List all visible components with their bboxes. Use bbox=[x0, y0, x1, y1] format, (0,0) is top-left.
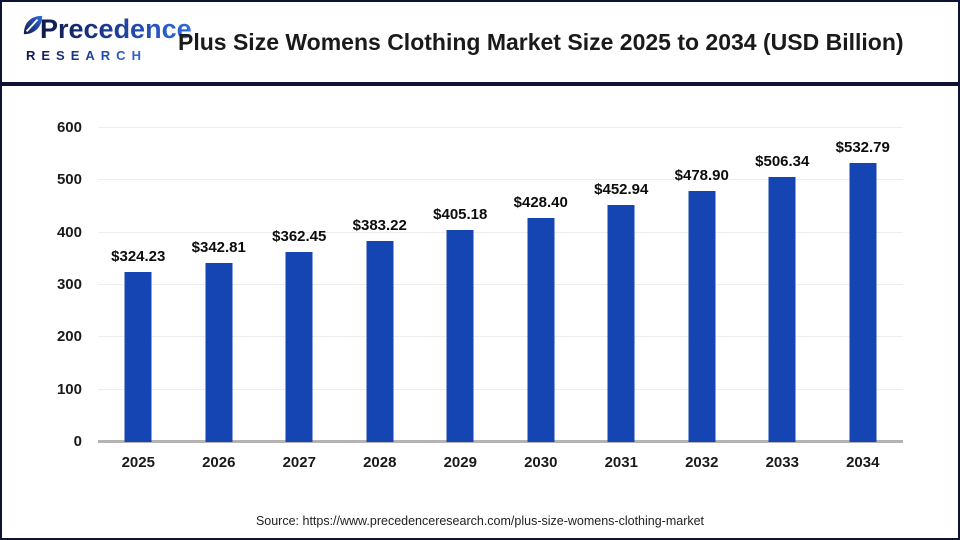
bar-2030 bbox=[527, 217, 555, 442]
bar-group-2028: $383.22 bbox=[340, 128, 421, 442]
y-tick-200: 200 bbox=[56, 328, 82, 346]
x-tick-2034: 2034 bbox=[846, 454, 880, 471]
bar-value-2031: $452.94 bbox=[594, 180, 649, 198]
gridline-500 bbox=[98, 179, 903, 181]
x-tick-2027: 2027 bbox=[282, 454, 316, 471]
source-line: Source: https://www.precedenceresearch.c… bbox=[255, 514, 705, 528]
y-tick-400: 400 bbox=[56, 223, 82, 241]
bar-group-2030: $428.40 bbox=[501, 128, 582, 442]
gridline-200 bbox=[98, 336, 903, 338]
bar-value-2033: $506.34 bbox=[755, 153, 810, 171]
plot-area: $324.23 $342.81 $362.45 $383.22 $405.18 $428.… bbox=[98, 127, 903, 443]
gridline-600 bbox=[98, 127, 903, 128]
bar-value-2030: $428.40 bbox=[513, 193, 568, 211]
bar-2032 bbox=[688, 191, 716, 442]
bar-2029 bbox=[446, 229, 474, 442]
bar-group-2027: $362.45 bbox=[259, 128, 340, 442]
bar-group-2026: $342.81 bbox=[179, 128, 260, 442]
x-tick-2026: 2026 bbox=[202, 454, 236, 471]
leaf-icon bbox=[23, 15, 43, 35]
gridline-300 bbox=[98, 284, 903, 285]
bar-2033 bbox=[768, 177, 796, 442]
bar-value-2028: $383.22 bbox=[352, 217, 407, 235]
bar-2034 bbox=[849, 163, 877, 442]
y-tick-100: 100 bbox=[56, 380, 82, 398]
x-tick-2032: 2032 bbox=[685, 454, 719, 471]
bar-2027 bbox=[285, 252, 313, 442]
bar-group-2029: $405.18 bbox=[420, 128, 501, 442]
y-axis-labels: 0 100 200 300 400 500 600 bbox=[2, 119, 88, 450]
bar-value-2025: $324.23 bbox=[111, 248, 166, 266]
bar-value-2032: $478.90 bbox=[674, 167, 729, 185]
bar-series: $324.23 $342.81 $362.45 $383.22 $405.18 $428.… bbox=[98, 128, 903, 442]
x-axis-labels: 2025 2026 2027 2028 2029 2030 2031 2032 2033 2034 bbox=[98, 454, 903, 478]
y-tick-600: 600 bbox=[56, 119, 82, 136]
bar-2025 bbox=[124, 272, 152, 442]
brand-name: Precedence bbox=[40, 14, 192, 44]
y-tick-300: 300 bbox=[56, 276, 82, 293]
bar-value-2029: $405.18 bbox=[433, 205, 488, 223]
brand-logo: Precedence RESEARCH bbox=[18, 12, 192, 74]
y-tick-0: 0 bbox=[73, 433, 82, 450]
bar-2026 bbox=[205, 262, 233, 442]
chart-title: Plus Size Womens Clothing Market Size 20… bbox=[178, 28, 904, 55]
bar-group-2025: $324.23 bbox=[98, 128, 179, 442]
bar-group-2034: $532.79 bbox=[823, 128, 904, 442]
brand-tagline: RESEARCH bbox=[26, 48, 147, 63]
bar-value-2034: $532.79 bbox=[835, 139, 890, 157]
bar-2028 bbox=[366, 241, 394, 442]
bar-value-2026: $342.81 bbox=[191, 238, 246, 256]
gridline-100 bbox=[98, 388, 903, 390]
chart-area: 0 100 200 300 400 500 600 $324.23 $342.81 $362.4… bbox=[2, 86, 958, 538]
x-tick-2025: 2025 bbox=[121, 454, 155, 471]
header: Precedence RESEARCH Plus Size Womens Clo… bbox=[2, 2, 958, 86]
x-axis-baseline bbox=[98, 440, 903, 443]
bar-2031 bbox=[607, 204, 635, 442]
bar-group-2031: $452.94 bbox=[581, 128, 662, 442]
y-tick-500: 500 bbox=[56, 171, 82, 189]
bar-value-2027: $362.45 bbox=[272, 228, 327, 246]
x-tick-2033: 2033 bbox=[765, 454, 799, 471]
x-tick-2030: 2030 bbox=[524, 454, 558, 471]
x-tick-2028: 2028 bbox=[363, 454, 397, 471]
gridline-400 bbox=[98, 231, 903, 233]
x-tick-2031: 2031 bbox=[604, 454, 638, 471]
bar-group-2033: $506.34 bbox=[742, 128, 823, 442]
x-tick-2029: 2029 bbox=[443, 454, 477, 471]
bar-group-2032: $478.90 bbox=[662, 128, 743, 442]
